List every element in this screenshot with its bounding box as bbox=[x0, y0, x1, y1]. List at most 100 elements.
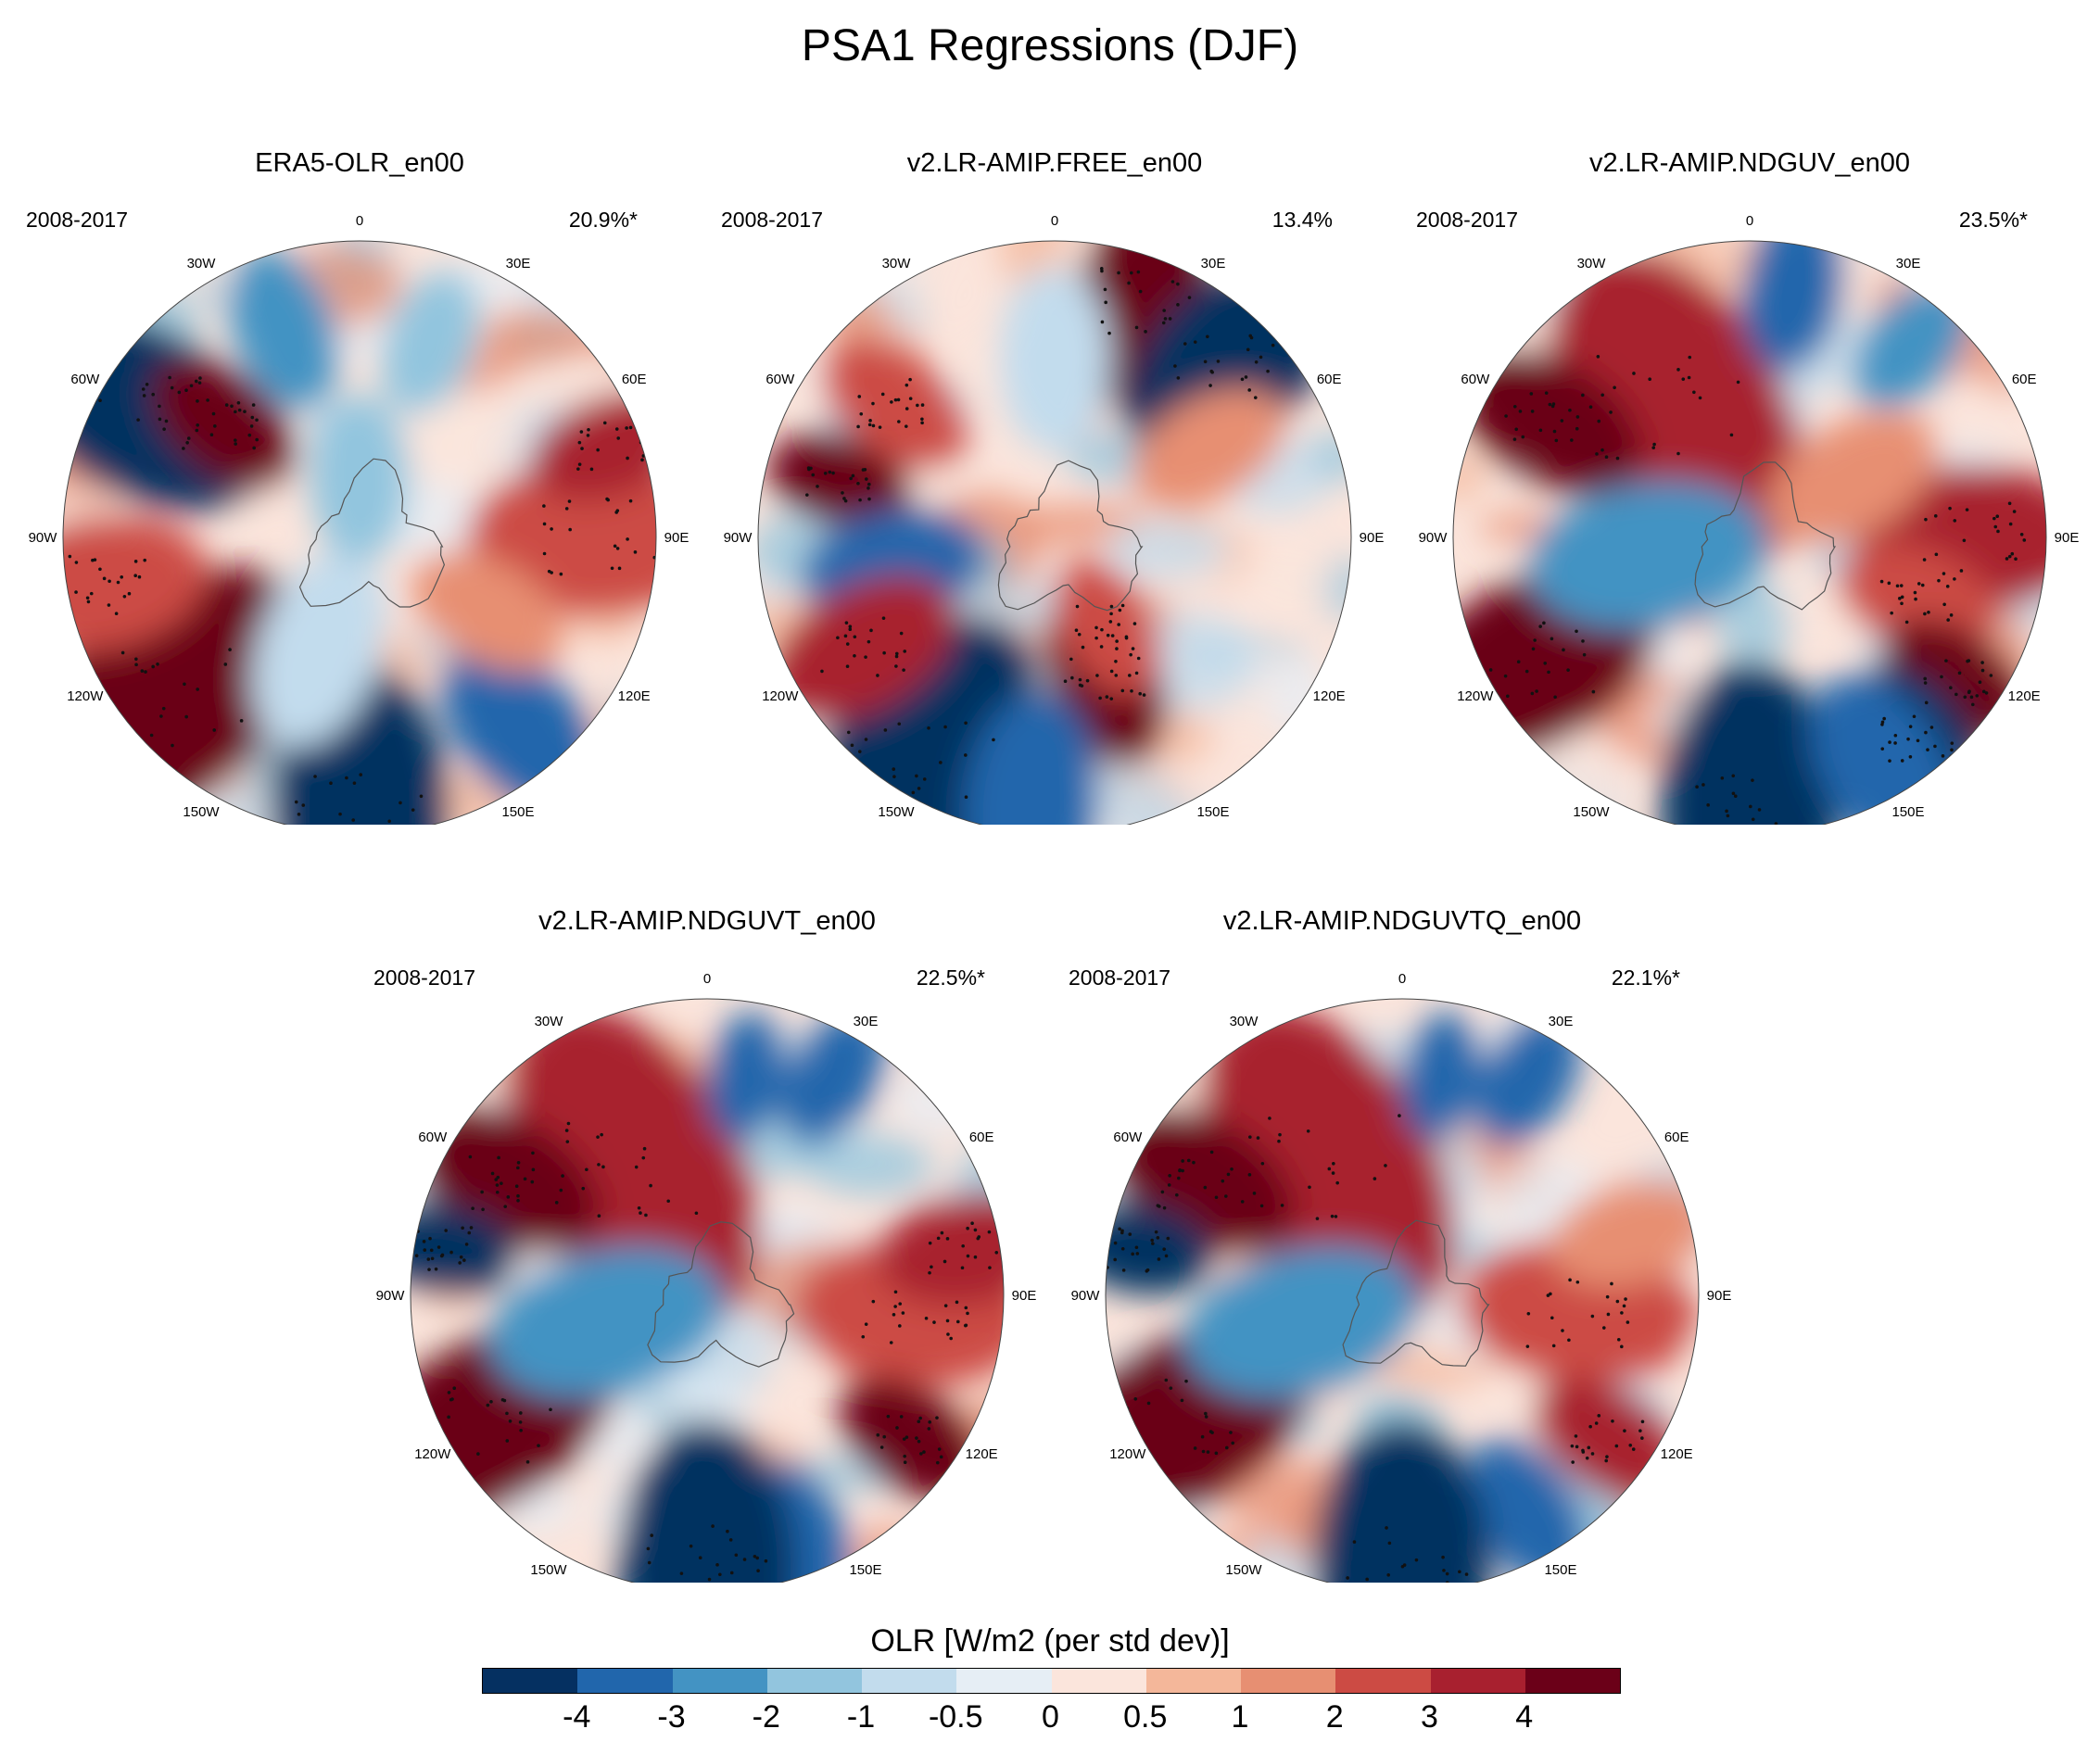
longitude-label: 150W bbox=[183, 804, 220, 820]
longitude-label: 60W bbox=[1113, 1129, 1143, 1145]
longitude-label: 120W bbox=[762, 688, 799, 704]
longitude-label: 150E bbox=[1196, 804, 1229, 820]
panel-period: 2008-2017 bbox=[721, 208, 823, 232]
page-title: PSA1 Regressions (DJF) bbox=[801, 21, 1299, 70]
panel-title: v2.LR-AMIP.NDGUV_en00 bbox=[1588, 148, 1910, 178]
longitude-label: 60E bbox=[1664, 1129, 1689, 1145]
longitude-label: 120E bbox=[1661, 1446, 1693, 1462]
olr-field bbox=[758, 241, 1351, 825]
longitude-label: 120E bbox=[618, 688, 651, 704]
longitude-label: 120W bbox=[1109, 1446, 1146, 1462]
colorbar-tick-label: -2 bbox=[752, 1699, 780, 1735]
panel-period: 2008-2017 bbox=[1069, 965, 1170, 990]
panel-variance-pct: 23.5%* bbox=[1958, 208, 2028, 232]
coastline-outline-icon bbox=[997, 460, 1144, 612]
colorbar-swatch bbox=[1430, 1669, 1525, 1693]
longitude-label: 30W bbox=[187, 256, 217, 271]
longitude-label: 0 bbox=[1051, 213, 1058, 229]
coastline-outline-icon bbox=[298, 458, 446, 608]
colorbar-swatch bbox=[956, 1669, 1052, 1693]
longitude-label: 120E bbox=[966, 1446, 998, 1462]
colorbar-tick-label: 0 bbox=[1042, 1699, 1059, 1735]
colorbar-swatch bbox=[1335, 1669, 1431, 1693]
colorbar-tick-label: 3 bbox=[1421, 1699, 1438, 1735]
panel-period: 2008-2017 bbox=[26, 208, 128, 232]
longitude-label: 60W bbox=[418, 1129, 448, 1145]
colorbar-swatch bbox=[1524, 1669, 1620, 1693]
longitude-label: 0 bbox=[1398, 971, 1406, 987]
polar-map: 030E60E90E120E150E180150W120W90W60W30W bbox=[1419, 213, 2080, 825]
longitude-label: 30E bbox=[1896, 256, 1921, 271]
longitude-label: 150W bbox=[1573, 804, 1610, 820]
olr-field bbox=[1453, 241, 2046, 825]
map-boundary bbox=[62, 240, 657, 825]
polar-map: 030E60E90E120E150E180150W120W90W60W30W bbox=[29, 213, 689, 825]
panel-title: v2.LR-AMIP.NDGUVT_en00 bbox=[538, 906, 876, 936]
olr-field bbox=[63, 241, 656, 825]
map-boundary bbox=[1105, 998, 1700, 1583]
longitude-label: 0 bbox=[356, 213, 363, 229]
colorbar-tick-label: -4 bbox=[563, 1699, 591, 1735]
longitude-label: 30E bbox=[1549, 1014, 1574, 1029]
map-panel-ndguvtq: v2.LR-AMIP.NDGUVTQ_en00 2008-2017 22.1%*… bbox=[1050, 906, 1754, 1583]
longitude-label: 90W bbox=[1419, 530, 1448, 546]
longitude-label: 120E bbox=[2008, 688, 2041, 704]
panel-variance-pct: 20.9%* bbox=[568, 208, 638, 232]
map-panel-ndguvt: v2.LR-AMIP.NDGUVT_en00 2008-2017 22.5%* … bbox=[355, 906, 1059, 1583]
longitude-label: 150E bbox=[1891, 804, 1924, 820]
map-boundary bbox=[410, 998, 1005, 1583]
colorbar-swatch bbox=[766, 1669, 862, 1693]
colorbar-swatch bbox=[577, 1669, 673, 1693]
panel-title: v2.LR-AMIP.FREE_en00 bbox=[906, 148, 1203, 178]
coastline-outline-icon bbox=[1342, 1219, 1490, 1367]
longitude-label: 90W bbox=[29, 530, 58, 546]
longitude-label: 0 bbox=[703, 971, 711, 987]
stippling-dots-icon bbox=[414, 1121, 999, 1582]
longitude-label: 30W bbox=[882, 256, 912, 271]
longitude-label: 30E bbox=[854, 1014, 879, 1029]
longitude-label: 90E bbox=[2055, 530, 2080, 546]
coastline-outline-icon bbox=[1694, 461, 1837, 611]
longitude-label: 150E bbox=[1544, 1562, 1576, 1578]
longitude-label: 150E bbox=[501, 804, 534, 820]
polar-map: 030E60E90E120E150E180150W120W90W60W30W bbox=[724, 213, 1385, 825]
longitude-label: 120W bbox=[414, 1446, 451, 1462]
panel-variance-pct: 22.1%* bbox=[1611, 965, 1680, 990]
olr-field bbox=[1106, 999, 1699, 1583]
longitude-label: 60W bbox=[70, 372, 100, 387]
panel-variance-pct: 13.4% bbox=[1271, 208, 1333, 232]
longitude-label: 150W bbox=[878, 804, 915, 820]
panel-period: 2008-2017 bbox=[373, 965, 475, 990]
longitude-label: 90W bbox=[1071, 1288, 1101, 1304]
longitude-label: 30W bbox=[1577, 256, 1607, 271]
map-boundary bbox=[1452, 240, 2047, 825]
longitude-label: 30E bbox=[1201, 256, 1226, 271]
panel-title: v2.LR-AMIP.NDGUVTQ_en00 bbox=[1222, 906, 1582, 936]
longitude-label: 150W bbox=[530, 1562, 567, 1578]
longitude-label: 150E bbox=[849, 1562, 881, 1578]
longitude-label: 60W bbox=[1461, 372, 1490, 387]
longitude-label: 120W bbox=[67, 688, 104, 704]
longitude-label: 90E bbox=[664, 530, 689, 546]
longitude-label: 120W bbox=[1457, 688, 1494, 704]
longitude-label: 60W bbox=[765, 372, 795, 387]
longitude-label: 60E bbox=[969, 1129, 994, 1145]
colorbar-tick-label: 1 bbox=[1231, 1699, 1249, 1735]
longitude-label: 90W bbox=[724, 530, 753, 546]
longitude-label: 90E bbox=[1360, 530, 1385, 546]
polar-map: 030E60E90E120E150E180150W120W90W60W30W bbox=[1071, 971, 1731, 1583]
stippling-dots-icon bbox=[68, 375, 656, 824]
colorbar-swatch bbox=[1145, 1669, 1241, 1693]
colorbar-title: OLR [W/m2 (per std dev)] bbox=[870, 1623, 1230, 1659]
colorbar-tick-label: -3 bbox=[657, 1699, 686, 1735]
longitude-label: 120E bbox=[1313, 688, 1346, 704]
colorbar-swatch bbox=[672, 1669, 767, 1693]
map-boundary bbox=[757, 240, 1352, 825]
olr-field bbox=[411, 999, 1004, 1583]
colorbar-swatch bbox=[1051, 1669, 1146, 1693]
colorbar bbox=[482, 1668, 1621, 1694]
colorbar-swatch bbox=[1241, 1669, 1336, 1693]
colorbar-swatch bbox=[483, 1669, 578, 1693]
longitude-label: 60E bbox=[2012, 372, 2037, 387]
colorbar-tick-label: -1 bbox=[846, 1699, 876, 1735]
